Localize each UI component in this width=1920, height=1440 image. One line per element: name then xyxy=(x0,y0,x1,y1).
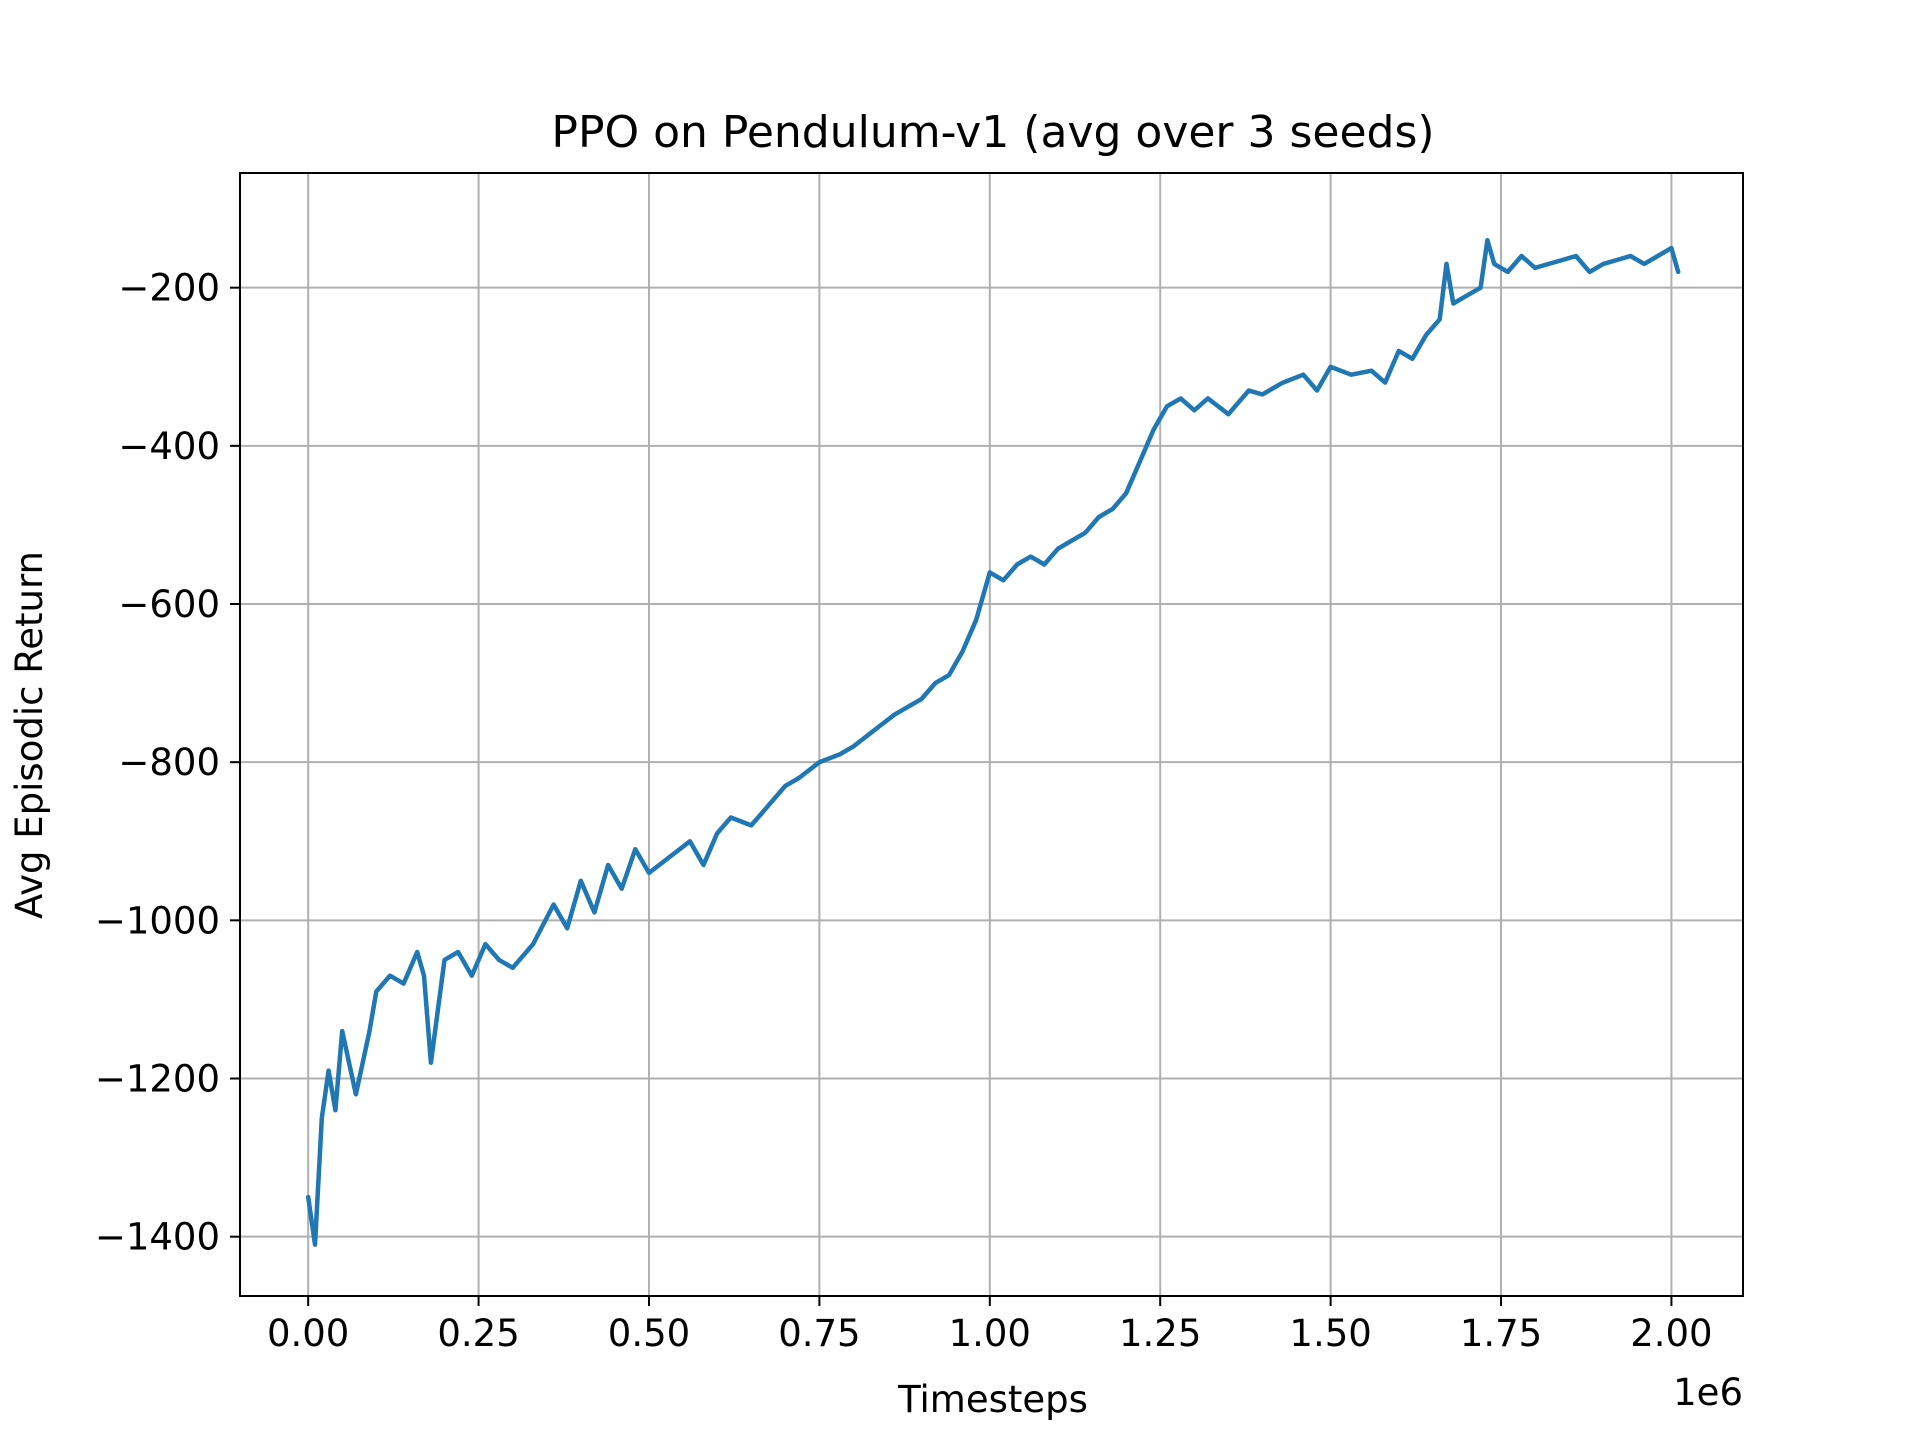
y-tick-label: −800 xyxy=(118,741,220,784)
x-tick-label: 2.00 xyxy=(1630,1312,1712,1355)
y-tick-label: −200 xyxy=(118,267,220,310)
y-tick-label: −1000 xyxy=(95,899,220,942)
x-axis-offset-label: 1e6 xyxy=(1673,1371,1743,1414)
y-tick-label: −1200 xyxy=(95,1058,220,1101)
x-tick-label: 1.50 xyxy=(1289,1312,1371,1355)
x-tick-label: 0.00 xyxy=(267,1312,349,1355)
x-tick-label: 0.75 xyxy=(778,1312,860,1355)
x-tick-label: 0.25 xyxy=(437,1312,519,1355)
plot-data xyxy=(305,237,1681,1247)
plot-frame xyxy=(239,172,1744,1297)
x-tick-label: 1.00 xyxy=(949,1312,1031,1355)
chart-title: PPO on Pendulum-v1 (avg over 3 seeds) xyxy=(551,107,1434,158)
y-tick-label: −1400 xyxy=(95,1216,220,1259)
series-line-0 xyxy=(305,237,1681,1247)
x-axis-label: Timesteps xyxy=(897,1378,1088,1421)
y-tick-label: −600 xyxy=(118,583,220,626)
y-axis-label: Avg Episodic Return xyxy=(8,551,51,919)
y-tick-label: −400 xyxy=(118,425,220,468)
x-tick-label: 1.75 xyxy=(1460,1312,1542,1355)
axis-ticks: 0.00 0.25 0.50 0.75 1.00 1.25 1.50 1.75 2.00 −140… xyxy=(95,267,1713,1355)
gridlines xyxy=(240,173,1743,1296)
x-tick-label: 0.50 xyxy=(608,1312,690,1355)
x-tick-label: 1.25 xyxy=(1119,1312,1201,1355)
